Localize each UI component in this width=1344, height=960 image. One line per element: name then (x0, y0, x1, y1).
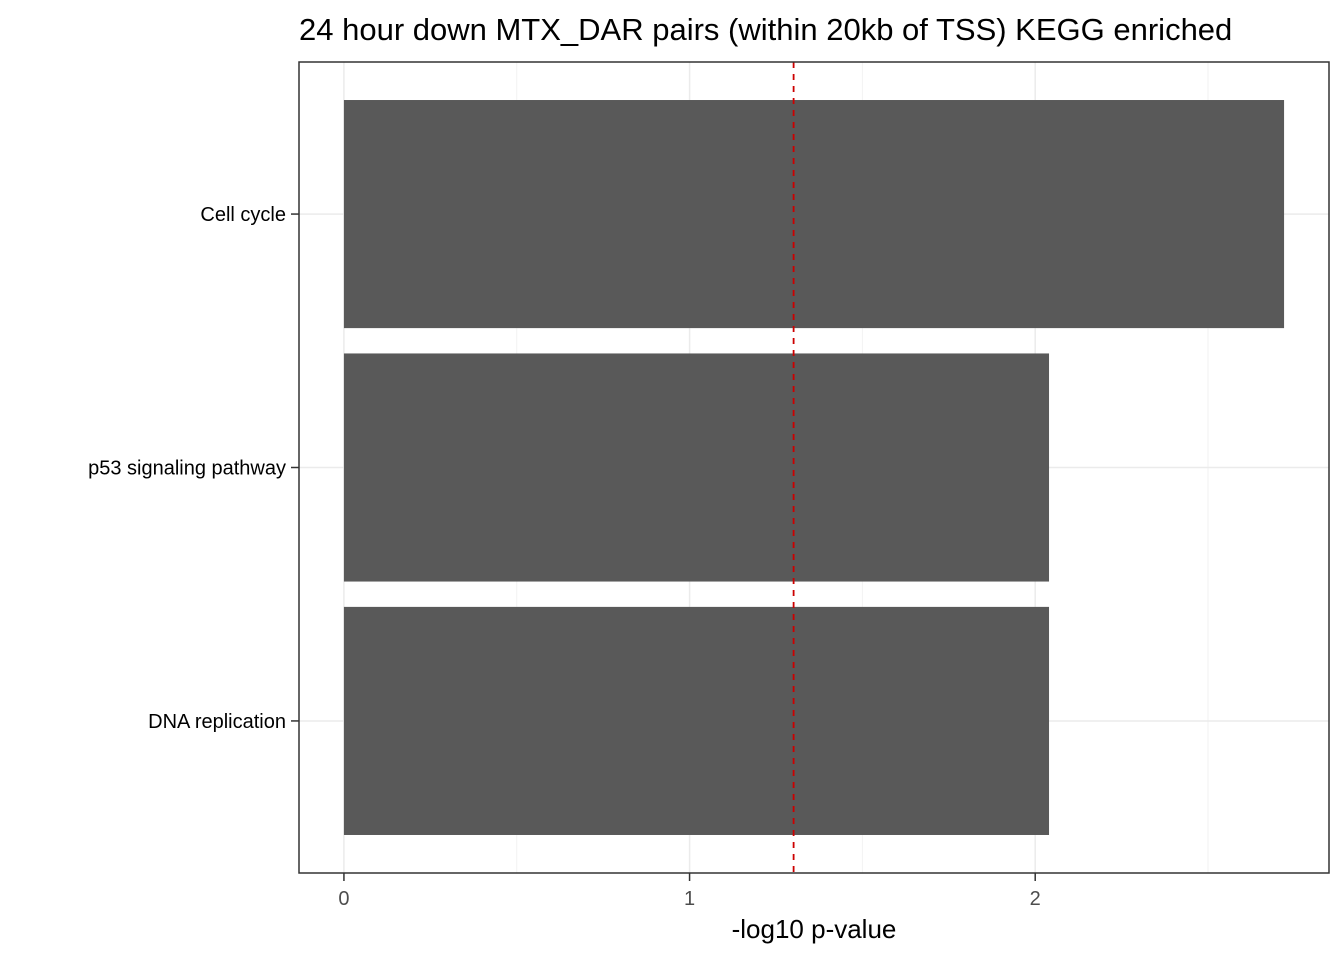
x-axis-title: -log10 p-value (732, 914, 897, 944)
x-tick-label: 2 (1030, 888, 1041, 910)
x-tick-label: 1 (684, 888, 695, 910)
bar (343, 606, 1050, 835)
x-tick-label: 0 (338, 888, 349, 910)
y-tick-label: DNA replication (148, 711, 286, 733)
y-tick-label: Cell cycle (200, 204, 286, 226)
bars (343, 100, 1285, 835)
x-axis: 0 1 2 (338, 873, 1041, 910)
y-axis: Cell cycle p53 signaling pathway DNA repli… (88, 204, 299, 733)
bar (343, 353, 1050, 582)
chart-title: 24 hour down MTX_DAR pairs (within 20kb … (299, 12, 1232, 47)
y-tick-label: p53 signaling pathway (88, 458, 286, 480)
bar (343, 100, 1285, 329)
